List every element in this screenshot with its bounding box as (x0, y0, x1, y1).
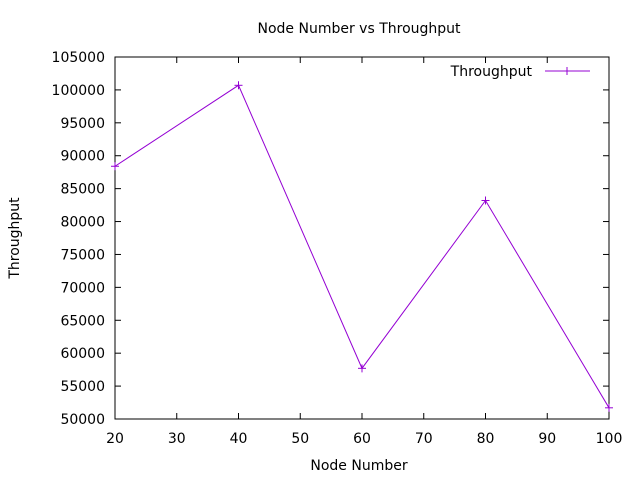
x-tick-label: 100 (596, 431, 623, 447)
axes: 20 30 40 50 60 70 80 90 100 50000 55000 60000 65000 7… (52, 50, 623, 447)
plot-area (111, 81, 613, 412)
x-tick-label: 50 (291, 431, 309, 447)
x-tick-label: 60 (353, 431, 371, 447)
y-tick-label: 85000 (60, 182, 105, 198)
y-tick-label: 80000 (60, 215, 105, 231)
y-tick-label: 50000 (60, 412, 105, 428)
legend-label: Throughput (450, 64, 533, 80)
y-tick-label: 60000 (60, 346, 105, 362)
chart-title: Node Number vs Throughput (257, 21, 461, 37)
x-tick-label: 70 (415, 431, 433, 447)
series-line-throughput (114, 84, 610, 409)
legend-marker (563, 67, 571, 75)
y-axis-label: Throughput (7, 197, 23, 280)
x-tick-label: 90 (538, 431, 556, 447)
y-tick-label: 75000 (60, 247, 105, 263)
legend: Throughput (450, 64, 590, 80)
y-tick-label: 100000 (52, 83, 105, 99)
data-point (605, 403, 613, 412)
y-tick-label: 95000 (60, 116, 105, 132)
y-tick-label: 65000 (60, 313, 105, 329)
x-tick-label: 40 (230, 431, 248, 447)
y-tick-label: 105000 (52, 50, 105, 66)
x-tick-label: 20 (106, 431, 124, 447)
y-tick-label: 90000 (60, 149, 105, 165)
data-point (111, 162, 119, 171)
x-axis-label: Node Number (310, 458, 407, 474)
y-tick-label: 70000 (60, 280, 105, 296)
x-tick-label: 30 (168, 431, 186, 447)
data-point (358, 364, 366, 373)
data-point (481, 196, 490, 205)
data-point (234, 81, 243, 90)
y-tick-label: 55000 (60, 379, 105, 395)
x-tick-label: 80 (477, 431, 495, 447)
